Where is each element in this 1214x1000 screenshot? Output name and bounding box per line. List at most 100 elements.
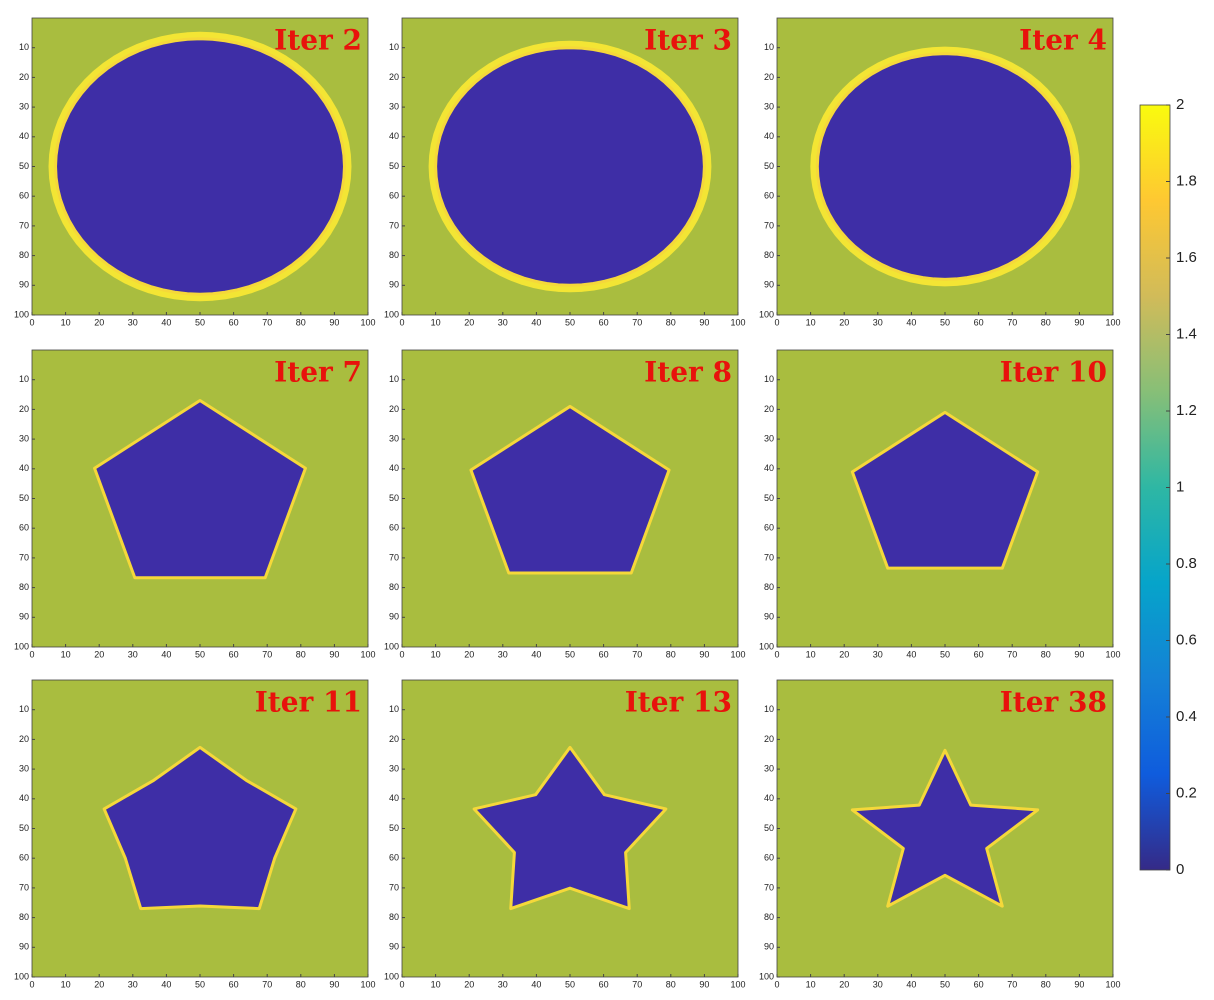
x-tick-label: 30 xyxy=(128,979,138,989)
region xyxy=(469,404,671,575)
x-tick-label: 60 xyxy=(974,979,984,989)
y-tick-label: 70 xyxy=(764,220,774,230)
y-tick-label: 60 xyxy=(389,523,399,533)
x-tick-label: 70 xyxy=(262,317,272,327)
x-tick-label: 100 xyxy=(1105,979,1120,989)
panel-title: Iter 11 xyxy=(255,686,362,719)
y-tick-label: 20 xyxy=(764,734,774,744)
x-tick-label: 50 xyxy=(565,317,575,327)
x-tick-label: 90 xyxy=(329,317,339,327)
y-tick-label: 30 xyxy=(389,101,399,111)
colorbar-tick-label: 0 xyxy=(1176,861,1184,878)
panel: 0 10 20 30 40 50 60 70 80 90 100 10 20 30 40 50 60 70 80 90… xyxy=(384,17,746,327)
y-tick-label: 80 xyxy=(389,582,399,592)
y-tick-label: 50 xyxy=(764,493,774,503)
x-tick-label: 0 xyxy=(29,317,34,327)
x-tick-label: 80 xyxy=(296,649,306,659)
y-tick-label: 50 xyxy=(19,161,29,171)
region xyxy=(93,398,307,580)
x-tick-label: 60 xyxy=(599,649,609,659)
y-tick-label: 40 xyxy=(764,793,774,803)
y-tick-label: 30 xyxy=(389,433,399,443)
x-tick-label: 50 xyxy=(565,649,575,659)
x-tick-label: 50 xyxy=(940,649,950,659)
x-tick-label: 40 xyxy=(531,317,541,327)
y-tick-label: 70 xyxy=(19,552,29,562)
x-tick-label: 80 xyxy=(1041,317,1051,327)
x-tick-label: 0 xyxy=(29,649,34,659)
y-tick-label: 80 xyxy=(764,912,774,922)
region xyxy=(434,46,706,287)
colorbar-tick-label: 1 xyxy=(1176,478,1184,495)
x-tick-label: 20 xyxy=(94,649,104,659)
y-tick-label: 70 xyxy=(764,552,774,562)
y-tick-label: 60 xyxy=(764,191,774,201)
y-tick-label: 60 xyxy=(764,853,774,863)
y-tick-label: 70 xyxy=(19,882,29,892)
x-tick-label: 30 xyxy=(873,317,883,327)
y-tick-label: 90 xyxy=(764,612,774,622)
x-tick-label: 10 xyxy=(61,979,71,989)
x-tick-label: 100 xyxy=(1105,649,1120,659)
x-tick-label: 60 xyxy=(974,649,984,659)
y-tick-label: 60 xyxy=(764,523,774,533)
x-tick-label: 30 xyxy=(128,317,138,327)
y-tick-label: 80 xyxy=(764,582,774,592)
y-tick-label: 10 xyxy=(764,704,774,714)
y-tick-label: 20 xyxy=(389,404,399,414)
x-tick-label: 80 xyxy=(296,317,306,327)
x-tick-label: 70 xyxy=(262,979,272,989)
panel: 0 10 20 30 40 50 60 70 80 90 100 10 20 30 40 50 60 70 80 90… xyxy=(14,679,376,989)
panel-title: Iter 2 xyxy=(274,24,362,57)
x-tick-label: 10 xyxy=(431,649,441,659)
colorbar-tick-label: 2 xyxy=(1176,96,1184,113)
colorbar-tick-label: 1.2 xyxy=(1176,402,1197,419)
y-tick-label: 40 xyxy=(19,463,29,473)
x-tick-label: 0 xyxy=(399,317,404,327)
y-tick-label: 30 xyxy=(764,101,774,111)
panel-title: Iter 38 xyxy=(1000,686,1107,719)
x-tick-label: 10 xyxy=(61,317,71,327)
x-tick-label: 100 xyxy=(360,649,375,659)
x-tick-label: 60 xyxy=(599,317,609,327)
y-tick-label: 30 xyxy=(19,101,29,111)
region xyxy=(472,745,668,911)
x-tick-label: 80 xyxy=(666,317,676,327)
y-tick-label: 50 xyxy=(19,823,29,833)
panel-title: Iter 10 xyxy=(1000,356,1107,389)
x-tick-label: 80 xyxy=(666,649,676,659)
y-tick-label: 100 xyxy=(759,641,774,651)
y-tick-label: 40 xyxy=(764,131,774,141)
y-tick-label: 100 xyxy=(14,309,29,319)
y-tick-label: 100 xyxy=(759,971,774,981)
x-tick-label: 10 xyxy=(431,317,441,327)
y-tick-label: 10 xyxy=(19,374,29,384)
x-tick-label: 40 xyxy=(161,979,171,989)
y-tick-label: 100 xyxy=(384,971,399,981)
x-tick-label: 100 xyxy=(360,317,375,327)
y-tick-label: 10 xyxy=(389,374,399,384)
region xyxy=(54,37,346,296)
x-tick-label: 80 xyxy=(296,979,306,989)
x-tick-label: 100 xyxy=(730,317,745,327)
x-tick-label: 70 xyxy=(632,649,642,659)
y-tick-label: 20 xyxy=(389,734,399,744)
x-tick-label: 90 xyxy=(699,979,709,989)
x-tick-label: 70 xyxy=(1007,317,1017,327)
y-tick-label: 50 xyxy=(389,823,399,833)
x-tick-label: 0 xyxy=(774,317,779,327)
x-tick-label: 90 xyxy=(699,649,709,659)
y-tick-label: 10 xyxy=(389,42,399,52)
y-tick-label: 90 xyxy=(389,612,399,622)
y-tick-label: 90 xyxy=(19,612,29,622)
colorbar-tick-label: 1.4 xyxy=(1176,325,1197,342)
x-tick-label: 100 xyxy=(730,979,745,989)
x-tick-label: 60 xyxy=(229,979,239,989)
x-tick-label: 20 xyxy=(839,317,849,327)
colorbar-tick-label: 1.6 xyxy=(1176,249,1197,266)
region xyxy=(850,410,1040,570)
y-tick-label: 10 xyxy=(389,704,399,714)
y-tick-label: 30 xyxy=(389,763,399,773)
y-tick-label: 20 xyxy=(764,72,774,82)
x-tick-label: 70 xyxy=(1007,979,1017,989)
